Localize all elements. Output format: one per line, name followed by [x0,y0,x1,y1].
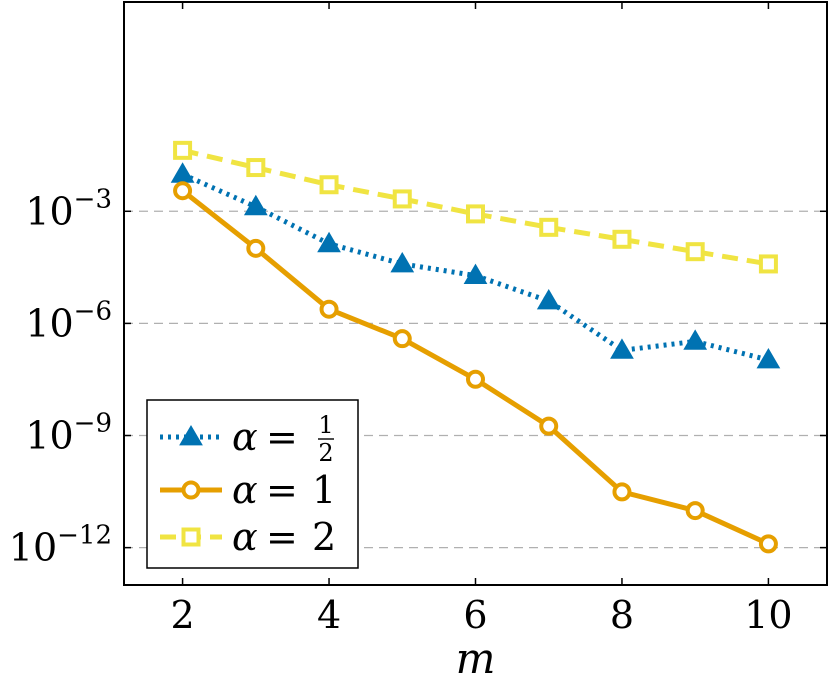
data-point-triangle [756,347,781,369]
x-tick-label: 4 [317,593,341,637]
legend: α = 12α = 1α = 2 [146,399,359,569]
x-tick-label: 6 [463,593,487,637]
axis-ticks: 10−3 10−6 10−9 10−12 2 4 6 8 10 [9,2,827,637]
x-tick-label: 10 [744,593,792,637]
x-axis-label: m [456,634,496,683]
data-point-circle [685,501,705,521]
data-point-circle [758,534,778,554]
legend-equals: = [266,468,298,512]
series-layer [170,140,781,554]
data-point-circle [246,238,266,258]
data-point-square [758,254,778,274]
legend-equals: = [266,415,298,459]
data-point-square [466,204,485,224]
data-point-triangle [610,338,634,359]
series-3 [173,140,778,274]
legend-value: 1 [312,468,336,512]
legend-marker [181,527,201,547]
legend-marker [179,425,203,446]
x-tick-label: 8 [610,593,634,637]
legend-entry-3: α = 2 [160,515,336,559]
legend-symbol: α [232,415,258,459]
series-line [182,147,769,267]
legend-value: 2 [312,515,336,559]
data-point-square [539,217,559,237]
y-tick-label: 10−3 [25,184,112,233]
series-2 [173,181,778,554]
data-point-triangle [390,251,415,273]
data-point-square [612,229,632,249]
data-point-triangle [170,162,195,183]
data-point-square [173,140,193,160]
legend-entry-1: α = 12 [160,411,334,467]
data-point-square [246,158,266,178]
data-point-circle [319,299,339,319]
data-point-triangle [243,194,268,216]
legend-fraction-denominator: 2 [318,439,333,467]
legend-marker [181,480,201,500]
data-point-circle [392,329,412,349]
data-point-circle [466,369,485,389]
data-point-circle [173,181,193,201]
legend-equals: = [266,515,298,559]
legend-symbol: α [232,515,258,559]
y-tick-label: 10−9 [25,409,112,458]
series-1 [170,162,781,369]
y-tick-label: 10−12 [9,521,112,570]
data-point-triangle [463,263,488,285]
data-point-square [392,189,412,209]
y-tick-label: 10−6 [25,296,112,345]
legend-symbol: α [232,468,258,512]
data-point-square [685,242,705,262]
data-point-triangle [683,329,708,350]
legend-fraction-numerator: 1 [318,411,333,439]
data-point-circle [539,416,559,436]
legend-entry-2: α = 1 [160,468,336,512]
x-tick-label: 2 [170,593,194,637]
data-point-circle [612,482,632,502]
data-point-triangle [536,288,561,310]
data-point-square [319,175,339,195]
data-point-triangle [317,231,341,253]
